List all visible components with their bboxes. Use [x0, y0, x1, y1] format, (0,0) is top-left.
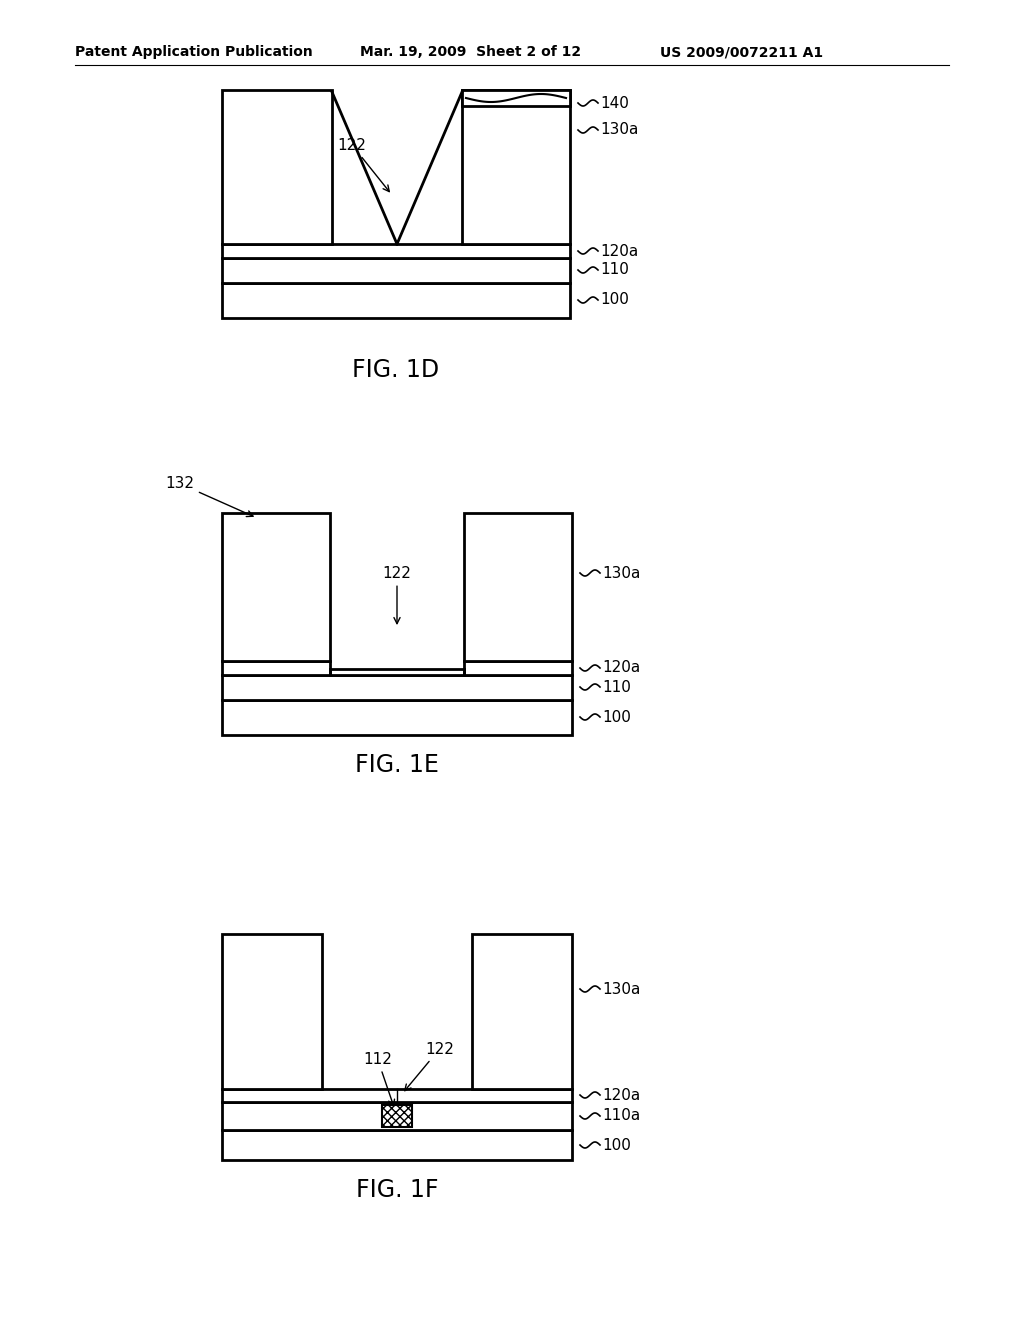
Bar: [464, 513, 572, 661]
Bar: [222, 1130, 572, 1160]
Text: FIG. 1F: FIG. 1F: [355, 1177, 438, 1203]
Bar: [222, 282, 570, 318]
Text: FIG. 1D: FIG. 1D: [352, 358, 439, 381]
Bar: [222, 257, 570, 282]
Bar: [462, 90, 570, 244]
Text: FIG. 1E: FIG. 1E: [355, 752, 439, 777]
Bar: [330, 669, 464, 675]
Text: US 2009/0072211 A1: US 2009/0072211 A1: [660, 45, 823, 59]
Bar: [222, 90, 332, 244]
Bar: [382, 1105, 412, 1127]
Text: 122: 122: [338, 137, 389, 191]
Text: 110: 110: [602, 680, 631, 694]
Text: 100: 100: [602, 1138, 631, 1152]
Text: 120a: 120a: [600, 243, 638, 259]
Text: 140: 140: [600, 95, 629, 111]
Text: 112: 112: [364, 1052, 394, 1106]
Text: 120a: 120a: [602, 660, 640, 676]
Bar: [472, 935, 572, 1089]
Text: 120a: 120a: [602, 1088, 640, 1102]
Text: 100: 100: [600, 293, 629, 308]
Text: 100: 100: [602, 710, 631, 725]
Bar: [222, 935, 322, 1089]
Bar: [222, 513, 330, 661]
Text: Mar. 19, 2009  Sheet 2 of 12: Mar. 19, 2009 Sheet 2 of 12: [360, 45, 582, 59]
Text: 130a: 130a: [600, 123, 638, 137]
Text: 130a: 130a: [602, 565, 640, 581]
Bar: [222, 661, 330, 675]
Text: 132: 132: [165, 477, 253, 516]
Text: 130a: 130a: [602, 982, 640, 997]
Text: 122: 122: [404, 1041, 454, 1090]
Bar: [222, 1102, 572, 1130]
Bar: [462, 90, 570, 106]
Text: Patent Application Publication: Patent Application Publication: [75, 45, 312, 59]
Text: 122: 122: [383, 565, 412, 623]
Bar: [222, 700, 572, 735]
Bar: [464, 661, 572, 675]
Text: 110: 110: [600, 263, 629, 277]
Text: 110a: 110a: [602, 1109, 640, 1123]
Bar: [222, 1089, 572, 1102]
Bar: [222, 675, 572, 700]
Bar: [222, 244, 570, 257]
